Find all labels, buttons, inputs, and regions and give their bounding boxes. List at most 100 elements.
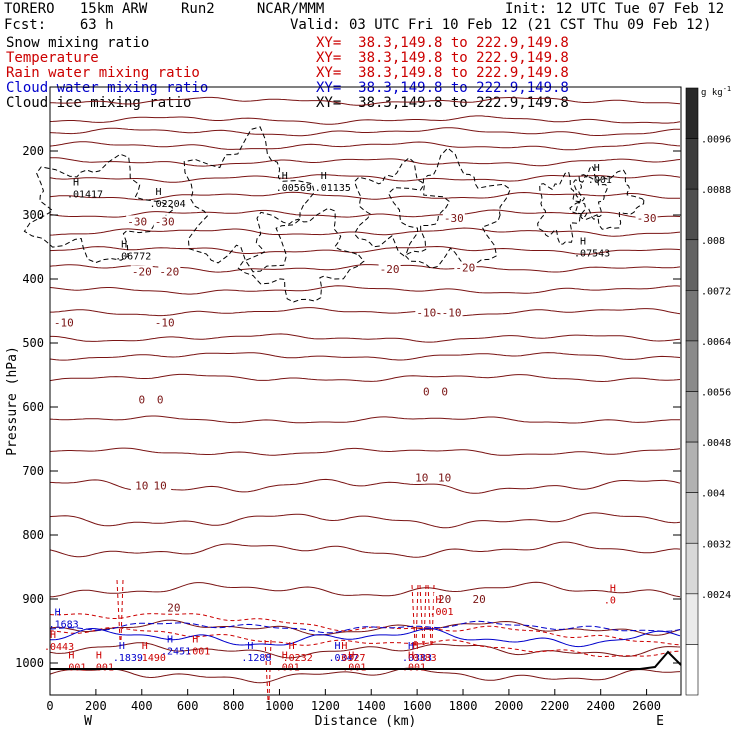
maximum-value: .0443 — [44, 642, 74, 653]
x-tick-label: 800 — [223, 699, 245, 713]
x-tick-label: 2200 — [540, 699, 569, 713]
x-tick-label: 0 — [46, 699, 53, 713]
snow-contour-1 — [183, 126, 315, 273]
maximum-marker: H — [408, 650, 414, 661]
maximum-value: .2451 — [161, 646, 191, 657]
maximum-marker: H — [321, 171, 327, 182]
snow-contour-3 — [387, 147, 511, 269]
cloud-water-contour-2 — [49, 620, 681, 634]
colorbar-cell — [685, 340, 699, 392]
field-xy-snow: XY= 38.3,149.8 to 222.9,149.8 — [316, 35, 569, 51]
isotherm — [50, 307, 681, 317]
rain-contours — [49, 579, 681, 701]
cloud-water-contour — [50, 627, 681, 648]
isotherm-label: -10 — [155, 317, 175, 330]
y-tick-label: 800 — [22, 528, 44, 542]
isotherm-label-bg — [162, 601, 185, 614]
colorbar: .0096 .0088 .008 .0072 .0064 .0056 .0048 .004 .0… — [685, 85, 731, 696]
maximum-marker: H — [335, 641, 341, 652]
isotherm-label: -30 — [155, 215, 175, 228]
terrain-line — [50, 650, 682, 670]
x-tick-label: 2000 — [494, 699, 523, 713]
colorbar-tick-label: .0024 — [701, 590, 731, 601]
isotherm-label: -30 — [127, 215, 147, 228]
field-name-cloud-water: Cloud water mixing ratio — [6, 80, 209, 96]
maximum-marker: H — [192, 634, 198, 645]
isotherm — [49, 373, 681, 383]
colorbar-cell — [685, 138, 699, 190]
colorbar-tick-label: .0056 — [701, 388, 731, 399]
colorbar-tick-label: .008 — [701, 236, 725, 247]
colorbar-unit: g kg-1 — [701, 85, 731, 98]
maximum-value: .01417 — [67, 190, 103, 201]
isotherm — [49, 209, 681, 219]
colorbar-cell — [685, 188, 699, 241]
isotherm-label: 10 — [135, 480, 148, 493]
x-tick-label: 1600 — [403, 699, 432, 713]
isotherm-label-bg — [433, 471, 456, 484]
maximum-marker: H — [341, 641, 347, 652]
snow-contour-6 — [573, 164, 609, 221]
isotherm — [49, 447, 681, 456]
x-tick-label: 2600 — [632, 699, 661, 713]
isotherm-label: 10 — [438, 471, 451, 484]
maximum-marker: H — [73, 178, 79, 189]
y-tick-label: 500 — [22, 336, 44, 350]
isotherm-label-bg — [149, 479, 172, 492]
colorbar-cell — [685, 644, 699, 696]
field-xy-cloud-ice: XY= 38.3,149.8 to 222.9,149.8 — [316, 95, 569, 111]
isotherm-label-bg — [378, 262, 401, 275]
maximum-value: .001 — [62, 662, 86, 673]
y-tick-label: 900 — [22, 592, 44, 606]
maximum-marker: H — [348, 650, 354, 661]
maximum-value: .07543 — [574, 248, 610, 259]
isotherm-label: -10 — [54, 317, 74, 330]
isotherm-label: 20 — [167, 601, 180, 614]
maximum-value: .001 — [588, 175, 612, 186]
x-tick-label: 1800 — [449, 699, 478, 713]
isotherm — [49, 141, 681, 151]
isotherm-label-bg — [468, 593, 491, 605]
maximum-value: .01135 — [315, 183, 351, 194]
isotherm-label: -20 — [132, 265, 152, 278]
maximum-marker: H — [142, 641, 148, 652]
maximum-marker: H — [55, 608, 61, 619]
colorbar-tick-label: .0032 — [701, 539, 731, 550]
isotherm — [49, 191, 680, 201]
temperature-contours — [49, 96, 681, 684]
isotherm-label-bg — [635, 212, 658, 225]
isotherm-label-bg — [454, 261, 477, 274]
isotherm — [49, 157, 681, 167]
isotherm-label: 0 — [441, 386, 448, 399]
field-xy-cloud-water: XY= 38.3,149.8 to 222.9,149.8 — [316, 80, 569, 96]
y-tick-label: 1000 — [15, 656, 44, 670]
isotherm-label: 10 — [154, 480, 167, 493]
snow-contour-4 — [353, 157, 451, 257]
end-label-west: W — [84, 714, 92, 729]
y-tick-label: 400 — [22, 272, 44, 286]
isotherm-label: -30 — [444, 212, 464, 225]
init-label: Init: 12 UTC Tue 07 Feb 12 — [505, 1, 725, 17]
isotherm-label-bg — [433, 593, 456, 605]
isotherm-label: -20 — [455, 261, 475, 274]
maximum-marker: H — [282, 650, 288, 661]
y-axis-label: Pressure (hPa) — [5, 346, 20, 456]
maximum-marker: H — [68, 650, 74, 661]
isotherm-label-bg — [415, 306, 438, 319]
isotherm — [49, 541, 681, 558]
colorbar-cell — [685, 492, 699, 544]
maximum-marker: H — [50, 630, 56, 641]
snow-contour-5 — [569, 169, 645, 230]
maximum-marker: H — [247, 641, 253, 652]
isotherm-label: -20 — [159, 265, 179, 278]
y-tick-label: 600 — [22, 400, 44, 414]
isotherm-label-bg — [130, 393, 153, 406]
isotherm — [49, 512, 681, 529]
isotherm-label: -30 — [637, 212, 657, 225]
isotherm — [49, 415, 680, 424]
rain-contour-1 — [49, 627, 681, 657]
maximum-marker: H — [610, 583, 616, 594]
maximum-value: .02204 — [150, 199, 186, 210]
maximum-value: .001 — [90, 662, 114, 673]
x-tick-label: 400 — [131, 699, 153, 713]
